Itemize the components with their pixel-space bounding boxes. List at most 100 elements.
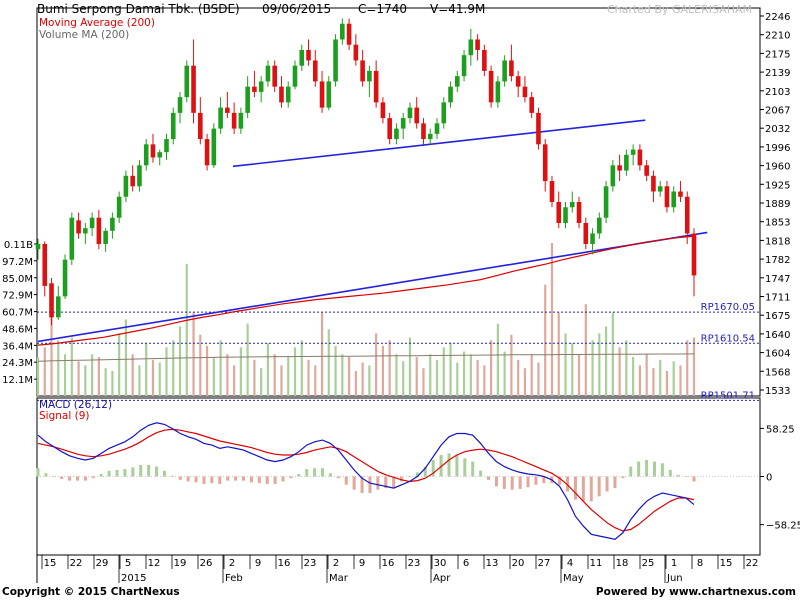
x-tick-label: 23 [408,558,421,569]
macd-histogram-bar [431,459,435,477]
candle-body [123,175,129,197]
candle-body [353,44,359,61]
price-tick-label: 1640 [765,330,790,341]
candle-body [583,222,589,244]
trend-line [37,231,708,343]
candle-body [285,86,291,103]
volume-bar [490,340,493,396]
candle-body [218,107,223,129]
macd-histogram-bar [131,467,135,477]
volume-bar [327,329,330,396]
volume-bar [253,359,256,396]
x-tick-label: 16 [278,558,291,569]
volume-bar [354,370,357,396]
macd-histogram-bar [360,476,364,494]
x-tick-label: 16 [382,558,395,569]
volume-bar [287,357,290,396]
macd-histogram-bar [265,476,269,484]
volume-bar [456,362,459,396]
candle-body [380,102,386,119]
volume-bar [429,354,432,396]
candle-body [326,81,332,108]
volume-bar [395,354,398,396]
candle-body [69,217,75,260]
volume-bar [435,359,439,396]
candle-body [651,175,656,192]
volume-bar [192,312,195,396]
volume-bar [334,345,337,396]
macd-histogram-bar [637,461,641,477]
candle-body [252,86,257,92]
volume-bar [672,361,675,396]
reference-line-label: RP1670.05 [701,302,755,313]
macd-histogram-bar [194,476,198,483]
volume-bar [510,334,513,396]
x-tick-label: 30 [434,558,447,569]
candle-body [319,81,325,108]
candle-body [367,70,372,82]
candle-body [569,202,575,208]
volume-tick-label: 36.4M [2,341,33,352]
macd-histogram-bar [676,474,680,477]
volume-bar [293,347,297,396]
macd-histogram-bar [257,476,261,484]
candle-body [231,112,237,129]
macd-histogram-bar [83,476,87,481]
volume-bar [84,365,87,396]
price-tick-label: 1604 [765,349,790,360]
volume-bar [233,365,236,396]
chart-date: 09/06/2015 [262,2,332,16]
macd-histogram-bar [566,476,570,492]
x-tick-label: 15 [720,558,733,569]
volume-bar [77,361,80,396]
moving-average-line [37,235,695,346]
macd-histogram-bar [123,469,127,477]
volume-bar [300,340,303,396]
macd-histogram-bar [392,476,396,488]
macd-histogram-bar [471,461,475,477]
candle-body [461,55,467,77]
price-tick-label: 2103 [765,87,790,98]
macd-histogram-bar [581,476,585,502]
candle-body [563,207,568,223]
price-tick-label: 2139 [765,68,790,79]
volume-bar [469,354,472,396]
macd-histogram-bar [455,455,459,477]
candle-body [177,97,183,113]
volume-bar [266,343,270,396]
candle-body [671,191,677,208]
reference-line-label: RP1501.71 [701,390,755,401]
volume-bar [368,365,371,396]
price-tick-label: 2067 [765,106,790,117]
volume-bar [408,337,412,396]
candle-body [434,123,440,134]
x-tick-label: 9 [359,558,365,569]
candle-body [617,165,622,171]
candle-body [89,217,95,229]
price-tick-label: 2032 [765,124,790,135]
volume-bar [165,347,168,396]
volume-bar [43,347,46,396]
macd-histogram-bar [178,476,182,480]
powered-by-link[interactable]: Powered by www.chartnexus.com [595,586,796,598]
x-tick-label: 27 [538,558,551,569]
candle-body [110,217,115,231]
candle-body [245,86,250,113]
candle-body [509,60,514,77]
macd-histogram-bar [400,476,404,482]
month-label: Jun [666,573,683,584]
x-tick-label: 29 [96,558,109,569]
candle-body [542,144,548,182]
volume-bar [178,326,182,396]
volume-ma-line [37,353,695,362]
volume-bar [151,359,155,396]
macd-histogram-bar [510,476,514,490]
volume-bar [212,357,215,396]
price-panel-frame [36,7,761,397]
candle-body [360,60,365,82]
volume-bar [111,370,114,396]
x-tick-label: 25 [642,558,655,569]
candle-body [198,112,203,140]
volume-bar [523,368,527,396]
